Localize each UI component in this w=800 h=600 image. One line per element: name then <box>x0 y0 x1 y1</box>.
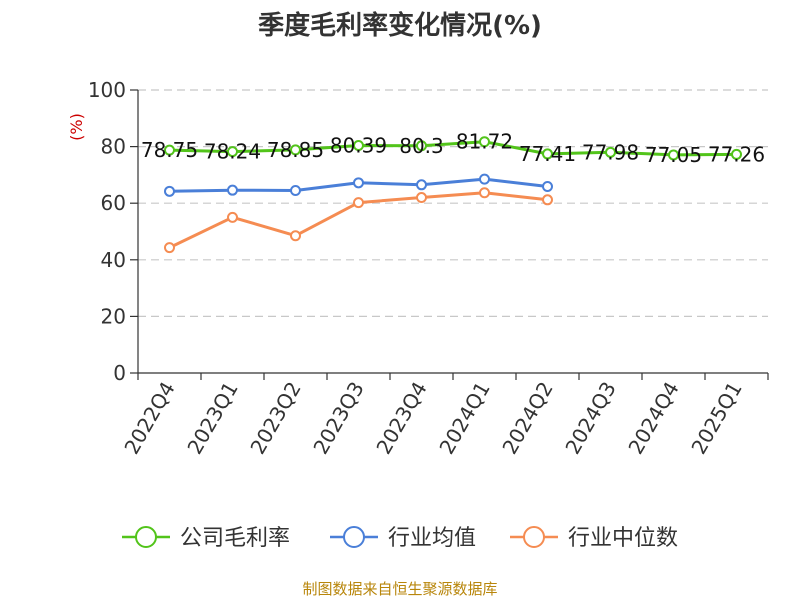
data-point <box>542 181 553 193</box>
data-point <box>731 148 742 160</box>
source-note: 制图数据来自恒生聚源数据库 <box>302 580 497 598</box>
legend-marker <box>135 526 157 548</box>
legend-marker <box>523 526 545 548</box>
data-label: 77.05 <box>645 143 702 167</box>
y-tick-label: 0 <box>113 361 126 385</box>
data-point <box>353 177 364 189</box>
series-lines <box>164 136 742 254</box>
data-label: 77.41 <box>519 142 576 166</box>
x-tick-label: 2022Q4 <box>119 378 179 459</box>
legend-label: 公司毛利率 <box>180 526 290 551</box>
data-point <box>479 136 490 148</box>
data-label: 78.85 <box>267 138 324 162</box>
data-point <box>164 144 175 156</box>
data-point <box>227 146 238 158</box>
y-tick-label: 100 <box>88 78 126 102</box>
y-tick-label: 20 <box>101 304 126 328</box>
y-tick-label: 60 <box>101 191 126 215</box>
series-line-0 <box>169 140 737 157</box>
data-point <box>227 211 238 223</box>
data-point <box>353 197 364 209</box>
data-label: 81.72 <box>456 130 513 154</box>
data-point <box>290 230 301 242</box>
x-tick-label: 2025Q1 <box>686 378 746 459</box>
x-tick-label: 2023Q4 <box>371 378 431 459</box>
data-point <box>290 144 301 156</box>
data-point <box>164 185 175 197</box>
legend-item[interactable]: 行业均值 <box>330 526 476 551</box>
data-point <box>542 148 553 160</box>
x-tick-label: 2023Q1 <box>182 378 242 459</box>
data-label: 78.75 <box>141 138 198 162</box>
x-tick-label: 2024Q1 <box>434 378 494 459</box>
legend-label: 行业均值 <box>388 526 476 551</box>
legend[interactable]: 公司毛利率 行业均值 行业中位数 <box>122 526 678 551</box>
axes <box>130 89 769 380</box>
data-point <box>479 187 490 199</box>
legend-label: 行业中位数 <box>568 526 678 551</box>
data-point <box>416 140 427 152</box>
data-point <box>479 173 490 185</box>
y-axis-unit: (%) <box>67 113 86 141</box>
legend-item[interactable]: 行业中位数 <box>510 526 678 551</box>
y-tick-label: 40 <box>101 248 126 272</box>
data-point <box>542 194 553 206</box>
x-tick-label: 2023Q2 <box>245 378 305 459</box>
data-label: 77.26 <box>708 142 765 166</box>
x-tick-label: 2024Q2 <box>497 378 557 459</box>
y-tick-label: 80 <box>101 135 126 159</box>
chart-title: 季度毛利率变化情况(%) <box>258 10 542 41</box>
data-label: 78.24 <box>204 140 261 164</box>
data-point <box>605 146 616 158</box>
x-tick-label: 2023Q3 <box>308 378 368 459</box>
x-tick-label: 2024Q3 <box>560 378 620 459</box>
data-point <box>227 184 238 196</box>
grid-lines <box>138 89 768 317</box>
data-point <box>416 179 427 191</box>
data-label: 80.3 <box>399 134 444 158</box>
x-tick-label: 2024Q4 <box>623 378 683 459</box>
legend-item[interactable]: 公司毛利率 <box>122 526 290 551</box>
data-point <box>668 149 679 161</box>
data-point <box>164 242 175 254</box>
x-tick-labels: 2022Q4 2023Q1 2023Q2 2023Q3 2023Q4 2024Q1 2024… <box>119 378 746 459</box>
data-point <box>353 139 364 151</box>
data-label: 80.39 <box>330 133 387 157</box>
data-label: 77.98 <box>582 140 639 164</box>
data-point <box>416 192 427 204</box>
legend-marker <box>343 526 365 548</box>
data-point <box>290 184 301 196</box>
y-tick-labels: 0 20 40 60 80 100 <box>88 78 126 385</box>
